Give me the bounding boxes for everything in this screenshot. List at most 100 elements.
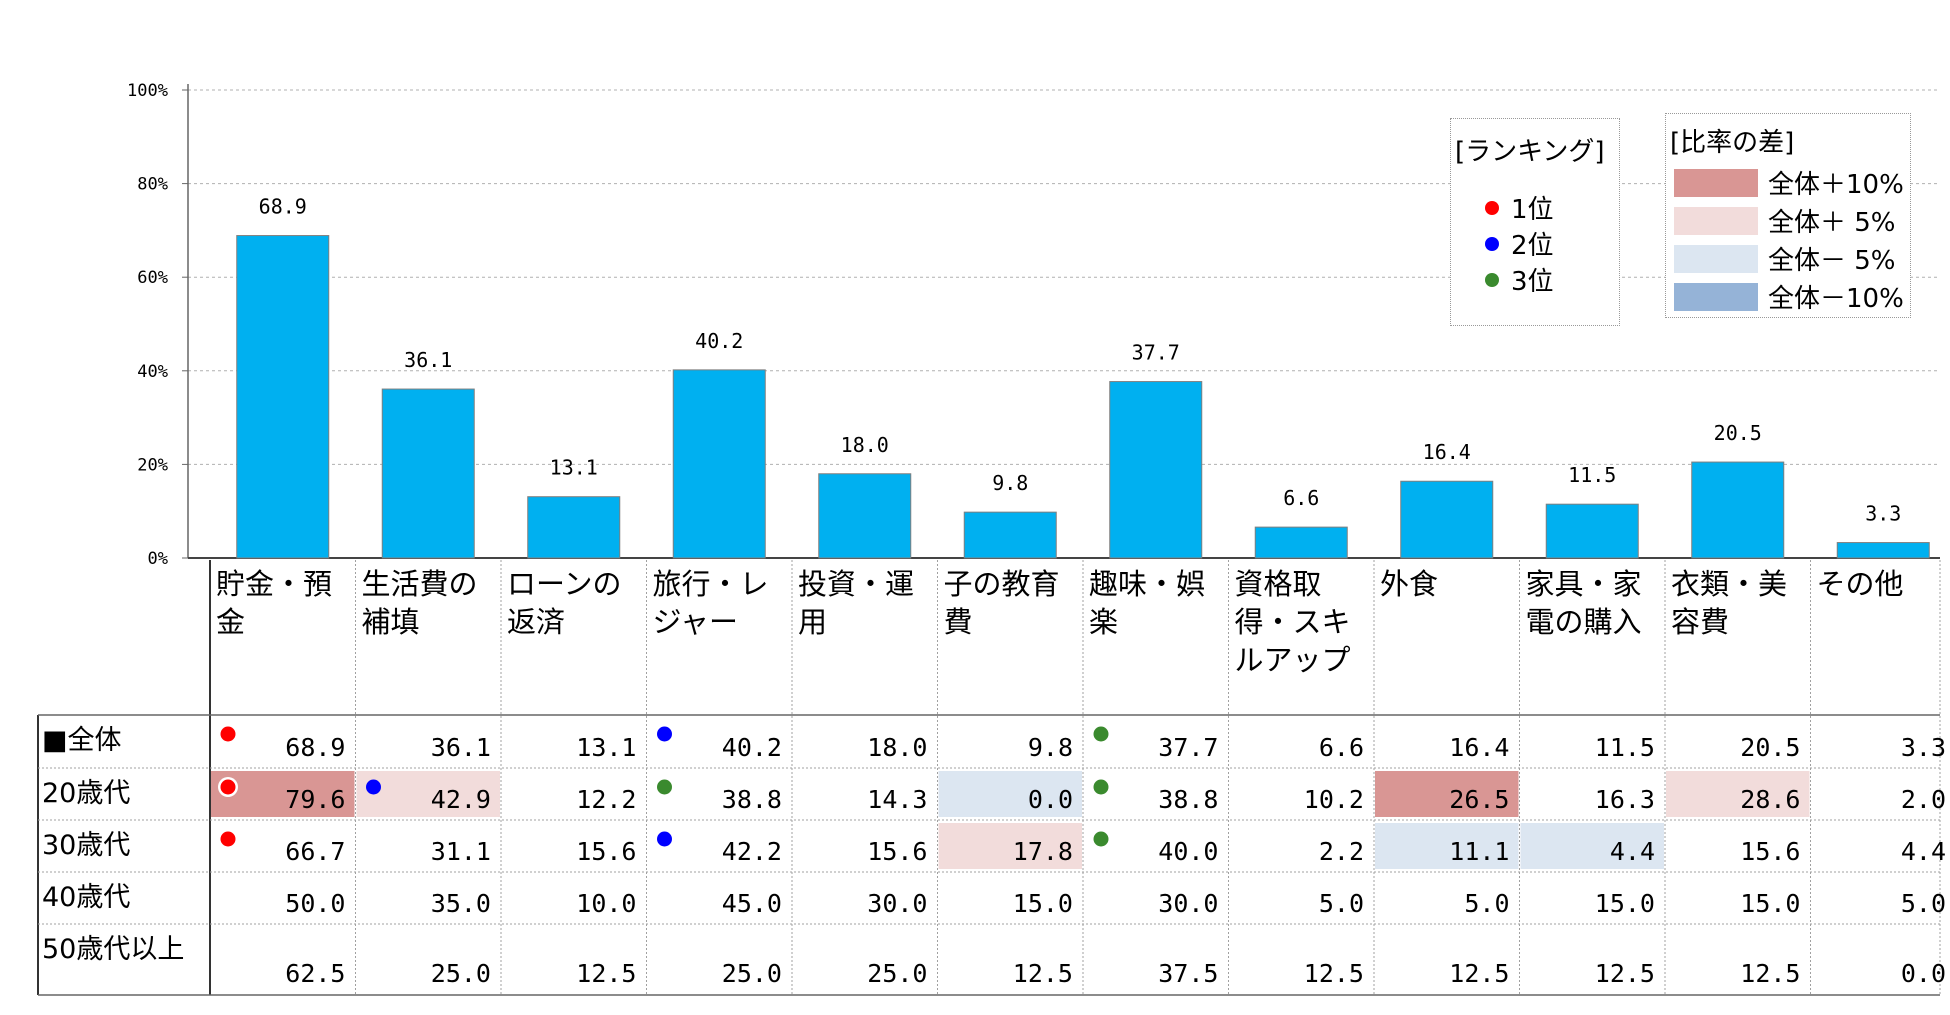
- bar-value-label: 6.6: [1283, 486, 1319, 510]
- bar: [236, 235, 330, 559]
- rank-1-dot-icon: [1485, 200, 1499, 215]
- table-cell-value: 66.7: [285, 837, 345, 866]
- ratio-legend-label: 全体＋10%: [1768, 170, 1904, 200]
- table-cell-value: 6.6: [1319, 733, 1364, 762]
- ranking-legend: [ランキング] 1位 2位 3位: [1450, 118, 1620, 326]
- ranking-legend-title: [ランキング]: [1455, 137, 1605, 167]
- bar-value-label: 11.5: [1568, 463, 1616, 487]
- table-cell-value: 68.9: [285, 733, 345, 762]
- y-tick-label: 20%: [137, 455, 168, 475]
- table-cell-value: 17.8: [1013, 837, 1073, 866]
- table-cell-value: 40.0: [1158, 837, 1218, 866]
- rank-1-dot-icon: [220, 726, 236, 742]
- category-label: 資格取: [1235, 567, 1322, 601]
- table-cell-value: 0.0: [1901, 959, 1946, 988]
- minus10-swatch-icon: [1674, 282, 1758, 311]
- category-label: 衣類・美: [1671, 567, 1787, 601]
- bar: [381, 388, 475, 559]
- ratio-legend-item-plus5: 全体＋ 5%: [1674, 202, 1896, 239]
- bar: [818, 473, 912, 559]
- rank-3-dot-icon: [1093, 831, 1109, 847]
- table-cell-value: 12.5: [1013, 959, 1073, 988]
- table-cell-value: 38.8: [722, 785, 782, 814]
- table-cell-value: 36.1: [431, 733, 491, 762]
- table-cell-value: 12.2: [576, 785, 636, 814]
- bar: [1254, 526, 1348, 559]
- y-tick-label: 40%: [137, 362, 168, 382]
- category-label: 趣味・娯: [1089, 567, 1205, 601]
- category-label: 子の教育: [944, 567, 1060, 601]
- bar-value-label: 18.0: [841, 433, 889, 457]
- table-cell-value: 3.3: [1901, 733, 1946, 762]
- bar-value-label: 16.4: [1423, 440, 1471, 464]
- table-cell-value: 5.0: [1901, 889, 1946, 918]
- ranking-legend-label: 1位: [1511, 195, 1554, 225]
- table-cell-value: 15.0: [1013, 889, 1073, 918]
- table-cell-value: 25.0: [867, 959, 927, 988]
- table-cell-value: 62.5: [285, 959, 345, 988]
- ratio-legend-label: 全体－ 5%: [1768, 246, 1896, 276]
- diff-highlight-cell: [938, 771, 1082, 817]
- ratio-legend-item-minus5: 全体－ 5%: [1674, 240, 1896, 277]
- table-cell-value: 12.5: [1740, 959, 1800, 988]
- rank-3-dot-icon: [1093, 779, 1109, 795]
- category-label: ローンの: [507, 567, 622, 601]
- bar-value-label: 68.9: [259, 195, 307, 219]
- table-cell-value: 14.3: [867, 785, 927, 814]
- bar-value-label: 37.7: [1132, 341, 1180, 365]
- table-cell-value: 12.5: [1449, 959, 1509, 988]
- category-label: ジャー: [653, 605, 739, 639]
- ranking-legend-item-3: 3位: [1485, 261, 1554, 298]
- category-label: 補填: [362, 605, 420, 639]
- table-cell-value: 37.7: [1158, 733, 1218, 762]
- category-label: 得・スキ: [1235, 605, 1351, 639]
- table-cell-value: 4.4: [1610, 837, 1655, 866]
- table-cell-value: 10.0: [576, 889, 636, 918]
- bar: [963, 511, 1057, 559]
- table-cell-value: 25.0: [722, 959, 782, 988]
- y-tick-label: 0%: [148, 549, 168, 569]
- table-row-label: 20歳代: [42, 778, 130, 809]
- minus5-swatch-icon: [1674, 244, 1758, 273]
- category-label: 外食: [1380, 567, 1438, 601]
- ratio-difference-legend: [比率の差] 全体＋10% 全体＋ 5% 全体－ 5% 全体－10%: [1665, 113, 1911, 318]
- ranking-legend-label: 3位: [1511, 267, 1554, 297]
- table-cell-value: 35.0: [431, 889, 491, 918]
- table-cell-value: 16.4: [1449, 733, 1509, 762]
- table-cell-value: 42.9: [431, 785, 491, 814]
- category-label: 費: [944, 605, 973, 639]
- table-cell-value: 9.8: [1028, 733, 1073, 762]
- table-cell-value: 79.6: [285, 785, 345, 814]
- rank-1-dot-icon: [220, 779, 236, 795]
- table-cell-value: 40.2: [722, 733, 782, 762]
- table-cell-value: 20.5: [1740, 733, 1800, 762]
- rank-3-dot-icon: [657, 779, 672, 795]
- table-cell-value: 31.1: [431, 837, 491, 866]
- table-row-label: ■全体: [42, 725, 122, 756]
- diff-highlight-cell: [356, 771, 500, 817]
- y-tick-label: 60%: [137, 268, 168, 288]
- ratio-legend-title: [比率の差]: [1670, 128, 1795, 158]
- diff-highlight-cell: [1375, 771, 1519, 817]
- plus5-swatch-icon: [1674, 206, 1758, 235]
- category-label: 生活費の: [362, 567, 478, 601]
- bar: [1691, 461, 1785, 559]
- table-cell-value: 28.6: [1740, 785, 1800, 814]
- table-cell-value: 11.5: [1595, 733, 1655, 762]
- table-row-label: 30歳代: [42, 830, 130, 861]
- table-cell-value: 45.0: [722, 889, 782, 918]
- table-cell-value: 12.5: [1595, 959, 1655, 988]
- category-label: 楽: [1089, 605, 1118, 639]
- table-cell-value: 2.0: [1901, 785, 1946, 814]
- table-cell-value: 38.8: [1158, 785, 1218, 814]
- bar: [527, 496, 621, 559]
- ratio-legend-label: 全体＋ 5%: [1768, 208, 1896, 238]
- table-cell-value: 18.0: [867, 733, 927, 762]
- bar-value-label: 36.1: [404, 348, 452, 372]
- bar: [1400, 480, 1494, 559]
- y-tick-label: 100%: [127, 81, 168, 101]
- category-label: 旅行・レ: [653, 567, 769, 601]
- bar: [1545, 503, 1639, 559]
- category-label: 貯金・預: [216, 567, 332, 601]
- rank-2-dot-icon: [657, 831, 672, 847]
